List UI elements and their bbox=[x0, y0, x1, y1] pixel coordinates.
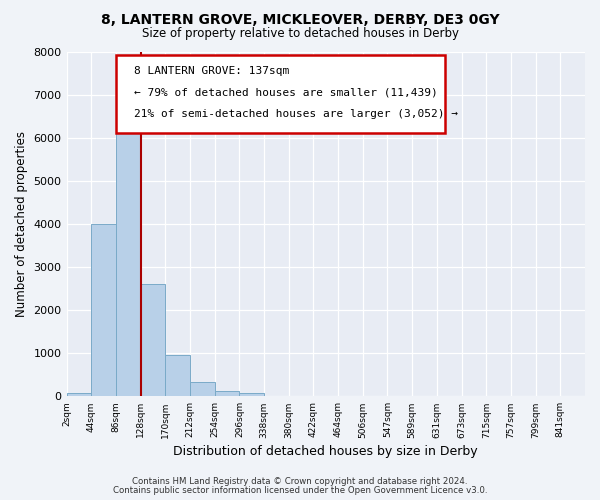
Y-axis label: Number of detached properties: Number of detached properties bbox=[15, 131, 28, 317]
Text: Size of property relative to detached houses in Derby: Size of property relative to detached ho… bbox=[142, 28, 458, 40]
Bar bbox=[239, 394, 264, 396]
Bar bbox=[190, 382, 215, 396]
Bar bbox=[116, 112, 140, 397]
Text: 8 LANTERN GROVE: 137sqm: 8 LANTERN GROVE: 137sqm bbox=[134, 66, 289, 76]
Text: 21% of semi-detached houses are larger (3,052) →: 21% of semi-detached houses are larger (… bbox=[134, 110, 458, 120]
Bar bbox=[67, 394, 91, 396]
Text: Contains HM Land Registry data © Crown copyright and database right 2024.: Contains HM Land Registry data © Crown c… bbox=[132, 477, 468, 486]
FancyBboxPatch shape bbox=[116, 55, 445, 132]
Bar bbox=[91, 224, 116, 396]
X-axis label: Distribution of detached houses by size in Derby: Distribution of detached houses by size … bbox=[173, 444, 478, 458]
Text: 8, LANTERN GROVE, MICKLEOVER, DERBY, DE3 0GY: 8, LANTERN GROVE, MICKLEOVER, DERBY, DE3… bbox=[101, 12, 499, 26]
Text: ← 79% of detached houses are smaller (11,439): ← 79% of detached houses are smaller (11… bbox=[134, 88, 437, 98]
Bar bbox=[140, 284, 165, 397]
Bar bbox=[215, 390, 239, 396]
Text: Contains public sector information licensed under the Open Government Licence v3: Contains public sector information licen… bbox=[113, 486, 487, 495]
Bar bbox=[165, 355, 190, 397]
